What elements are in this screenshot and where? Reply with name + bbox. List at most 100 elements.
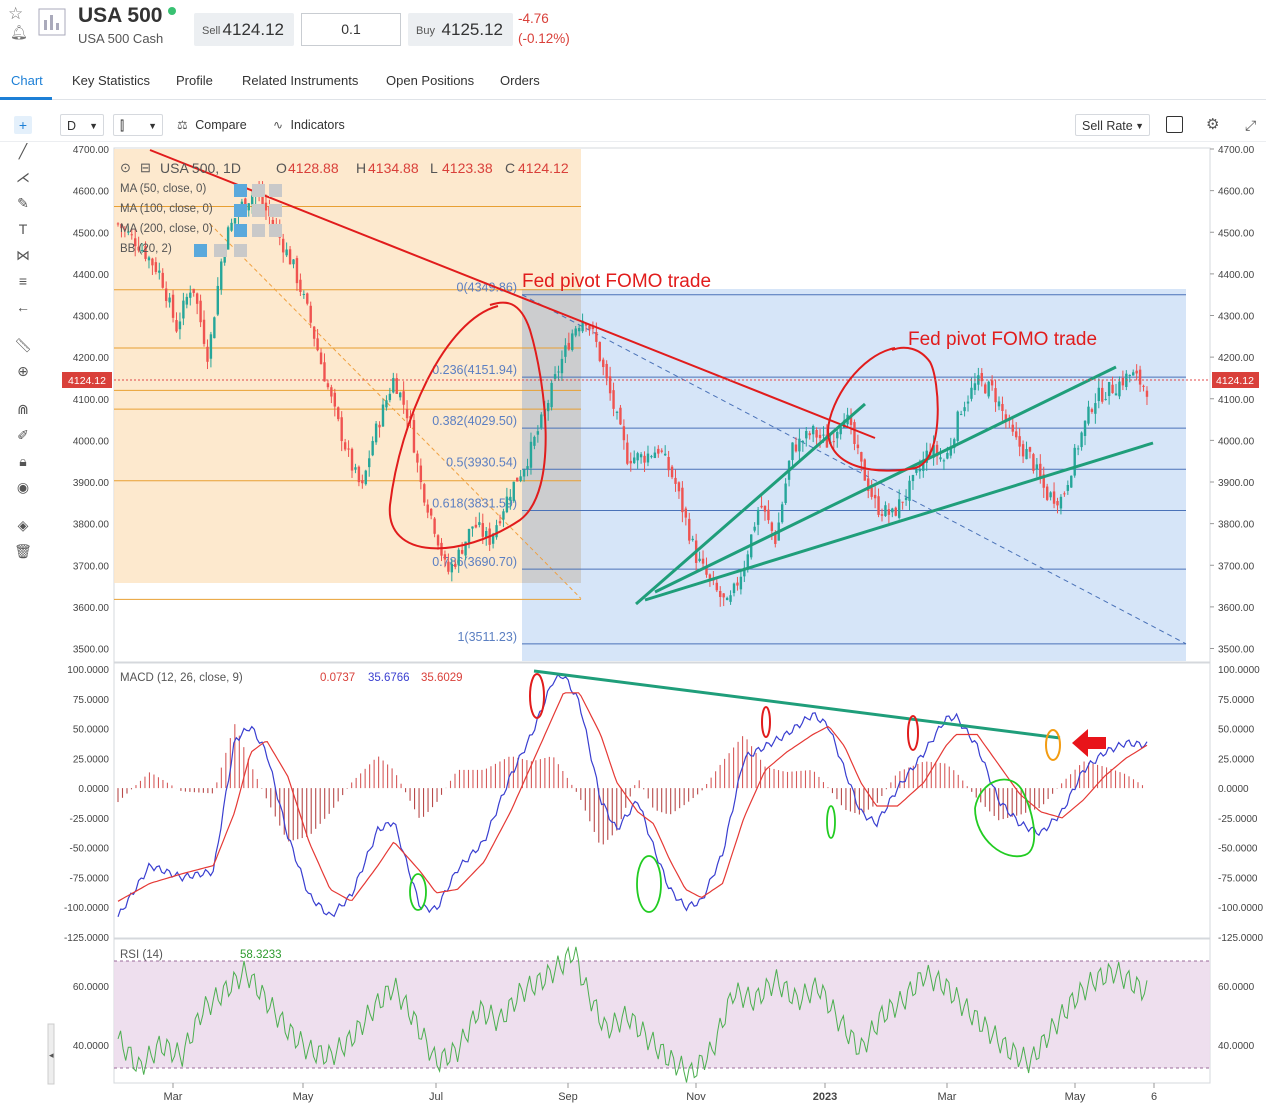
interval-select[interactable]: D ▼ [60, 114, 104, 136]
trend-line-icon[interactable]: ╱ [18, 143, 28, 159]
bell-icon[interactable]: 🔔︎ [10, 24, 28, 40]
chart-type-select[interactable]: ⫿ ▼ [113, 114, 163, 136]
candle-body [319, 352, 323, 365]
candle-body [1090, 409, 1094, 412]
time-axis: Mar May Jul Sep Nov 2023 Mar May 6 [164, 1083, 1157, 1103]
price-tick-label-right: 4600.00 [1218, 187, 1255, 198]
magnet-icon[interactable]: ⋒ [17, 401, 29, 417]
crosshair-icon[interactable]: + [14, 116, 32, 134]
candle-body [185, 296, 189, 305]
gear-icon[interactable]: ⚙ [1206, 116, 1220, 133]
candle-body [653, 452, 657, 459]
rate-mode-select[interactable]: Sell Rate ▼ [1075, 114, 1150, 136]
arrow-left-icon[interactable]: ← [16, 299, 30, 315]
candle-body [516, 477, 519, 482]
candle-body [784, 483, 787, 504]
candle-body [454, 563, 457, 567]
tab-profile[interactable]: Profile [176, 73, 213, 88]
candle-body [1052, 491, 1056, 504]
candle-body [426, 504, 429, 513]
candle-body [1128, 374, 1131, 376]
candle-body [202, 319, 206, 344]
candle-body [681, 487, 684, 513]
price-tick-label-left: 4100.00 [73, 395, 110, 406]
ruler-icon[interactable]: 📏︎ [14, 337, 32, 353]
price-tick-label-right: 4000.00 [1218, 436, 1255, 447]
buy-button[interactable]: Buy 4125.12 [408, 13, 513, 46]
candle-body [822, 434, 825, 436]
layers-icon[interactable]: ◈ [17, 517, 29, 533]
candle-body [839, 426, 842, 435]
candle-body [897, 499, 901, 518]
rsi-line [117, 945, 1148, 1083]
zoom-icon[interactable]: ⊕ [17, 363, 29, 379]
price-legend: ⊙ ⊟ USA 500, 1D O 4128.88 H 4134.88 L 41… [120, 160, 569, 257]
tab-key-statistics[interactable]: Key Statistics [72, 73, 151, 88]
candle-body [925, 450, 928, 463]
remove-icon [269, 204, 282, 217]
collapse-arrow-icon[interactable]: ◂ [49, 1050, 54, 1060]
candle-body [546, 403, 550, 412]
fib-diagonal [521, 294, 1187, 645]
candle-body [646, 453, 650, 463]
candle-body [519, 476, 522, 481]
pitchfork-icon[interactable]: ⋌ [16, 169, 30, 185]
price-tick-label-right: 4400.00 [1218, 270, 1255, 281]
candle-body [677, 482, 681, 492]
candle-body [388, 393, 392, 401]
candle-body [873, 494, 877, 499]
compare-button[interactable]: ⚖ Compare [177, 114, 247, 136]
compare-icon: ⚖ [177, 118, 188, 132]
pane-resize-handle[interactable] [47, 1023, 55, 1085]
candle-body [116, 223, 120, 225]
candle-body [791, 442, 794, 461]
tab-chart[interactable]: Chart [11, 73, 43, 88]
candle-body [794, 444, 798, 452]
candle-body [120, 224, 123, 229]
annotation-fed-pivot-2: Fed pivot FOMO trade [908, 329, 1097, 350]
fib-level-label: 0.382(4029.50) [432, 414, 517, 428]
eye-icon[interactable]: ◉ [16, 479, 30, 495]
candle-body [481, 523, 484, 537]
expand-icon[interactable]: ⤢ [1245, 117, 1257, 133]
sell-button[interactable]: Sell 4124.12 [194, 13, 294, 46]
candle-body [330, 387, 333, 397]
candle-body [818, 434, 822, 439]
minus-icon[interactable]: ⊟ [140, 160, 151, 175]
pattern-icon[interactable]: ⋈ [16, 247, 30, 263]
lock-icon[interactable]: 🔒︎ [19, 453, 27, 469]
quantity-input[interactable]: 0.1 [301, 13, 401, 46]
candle-body [464, 541, 467, 556]
candle-body [939, 457, 942, 460]
candle-body [959, 414, 963, 416]
candle-body [450, 563, 454, 573]
indicators-button[interactable]: ∿ Indicators [273, 114, 345, 136]
tab-open-positions[interactable]: Open Positions [386, 73, 475, 88]
price-tick-label-left: 4500.00 [73, 228, 110, 239]
price-tick-label-left: 3500.00 [73, 645, 110, 656]
orange-horizontal-lines [114, 205, 582, 600]
price-tick-label-left: 3600.00 [73, 603, 110, 614]
macd-title: MACD (12, 26, close, 9) [120, 672, 243, 684]
settings-icon [214, 244, 227, 257]
star-icon[interactable]: ☆ [8, 4, 24, 23]
candle-body [767, 509, 770, 521]
fullscreen-box-icon[interactable] [1166, 116, 1183, 133]
brush-icon[interactable]: ✎ [17, 195, 29, 211]
candle-body [1114, 393, 1118, 396]
candle-body [474, 524, 478, 528]
trash-icon[interactable]: 🗑︎ [14, 543, 32, 559]
price-tick-label-right: 3500.00 [1218, 645, 1255, 656]
tab-orders[interactable]: Orders [500, 73, 540, 88]
tab-related-instruments[interactable]: Related Instruments [242, 73, 359, 88]
pencil-lock-icon[interactable]: ✐ [17, 427, 29, 443]
candle-body [164, 288, 168, 301]
candle-body [553, 374, 557, 379]
settings-icon [252, 224, 265, 237]
fib-icon[interactable]: ≡ [18, 273, 28, 289]
instrument-subtitle: USA 500 Cash [78, 31, 164, 46]
text-icon[interactable]: T [18, 221, 28, 237]
macd-tick-label-left: -100.0000 [64, 903, 109, 914]
collapse-icon[interactable]: ⊙ [120, 160, 131, 175]
